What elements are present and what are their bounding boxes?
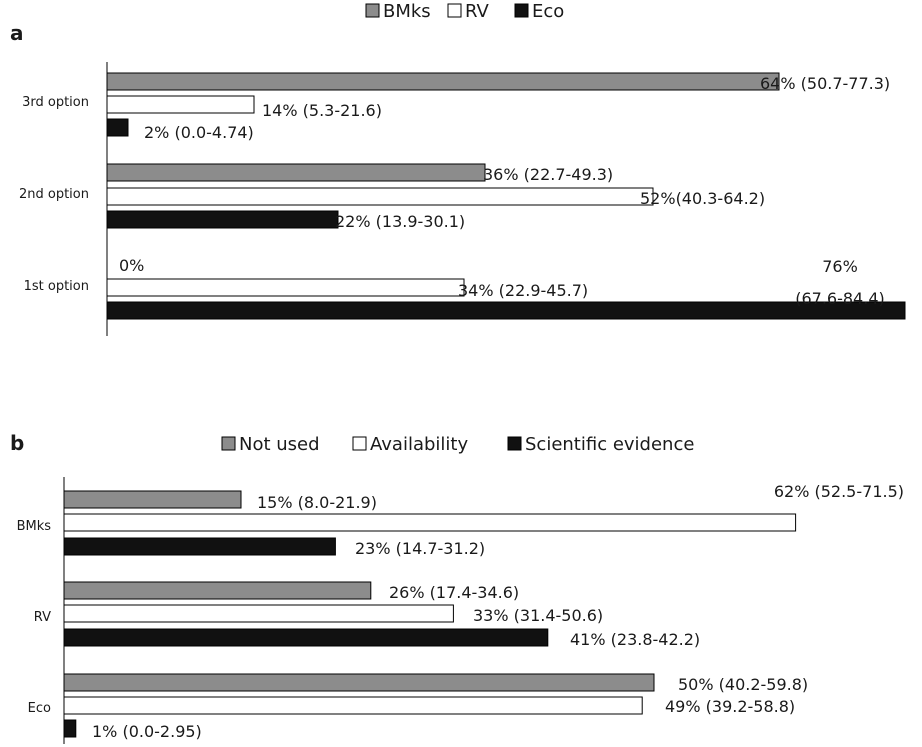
- data-label-3rd-option-eco: 2% (0.0-4.74): [144, 123, 254, 142]
- legend-swatch-rv: [447, 3, 462, 18]
- legend-swatch-bmks: [365, 3, 380, 18]
- bar-3rd-option-bmks: [106, 72, 780, 91]
- data-labels-b: 15% (8.0-21.9) 62% (52.5-71.5) 23% (14.7-3…: [92, 482, 904, 741]
- bar-eco-not-used: [63, 673, 655, 692]
- data-label-eco-not-used: 50% (40.2-59.8): [678, 675, 808, 694]
- data-label-1st-option-eco: 76%: [822, 257, 858, 276]
- data-label-rv-scientific-evidence: 41% (23.8-42.2): [570, 630, 700, 649]
- bar-eco-scientific-evidence: [63, 719, 77, 738]
- bar-bmks-not-used: [63, 490, 242, 509]
- data-label-rv-not-used: 26% (17.4-34.6): [389, 583, 519, 602]
- legend-swatch-not-used: [221, 436, 236, 451]
- legend-swatch-scientific-evidence: [507, 436, 522, 451]
- data-label-3rd-option-rv: 14% (5.3-21.6): [262, 101, 382, 120]
- data-label-eco-scientific-evidence: 1% (0.0-2.95): [92, 722, 202, 741]
- category-label-rv: RV: [34, 610, 51, 625]
- legend-swatch-availability: [352, 436, 367, 451]
- data-label-bmks-scientific-evidence: 23% (14.7-31.2): [355, 539, 485, 558]
- bar-rv-availability: [63, 604, 454, 623]
- data-label-eco-availability: 49% (39.2-58.8): [665, 697, 795, 716]
- bar-rv-scientific-evidence: [63, 628, 549, 647]
- category-label-3rd-option: 3rd option: [22, 95, 89, 110]
- legend-label-eco: Eco: [532, 1, 564, 22]
- categories-b: BMks RV Eco: [17, 519, 52, 716]
- data-labels-a: 64% (50.7-77.3) 14% (5.3-21.6) 2% (0.0-4.7…: [119, 74, 890, 308]
- legend-swatch-eco: [514, 3, 529, 18]
- legend-label-not-used: Not used: [239, 434, 320, 455]
- bar-bmks-availability: [63, 513, 797, 532]
- bar-2nd-option-rv: [106, 187, 654, 206]
- data-label-1st-option-bmks: 0%: [119, 256, 144, 275]
- data-label-2nd-option-eco: 22% (13.9-30.1): [335, 212, 465, 231]
- legend-label-rv: RV: [465, 1, 490, 22]
- bar-2nd-option-bmks: [106, 163, 486, 182]
- bar-3rd-option-eco: [106, 118, 129, 137]
- legend-b: Not used Availability Scientific evidence: [221, 434, 694, 455]
- categories-a: 3rd option 2nd option 1st option: [19, 95, 89, 294]
- panel-a-letter: a: [10, 21, 24, 45]
- category-label-bmks: BMks: [17, 519, 52, 534]
- panel-a: a BMks RV Eco 3rd option 2nd option 1st opti…: [10, 1, 906, 336]
- panel-b: b Not used Availability Scientific evidenc…: [10, 431, 904, 744]
- bar-3rd-option-rv: [106, 95, 255, 114]
- bar-rv-not-used: [63, 581, 372, 600]
- bar-eco-availability: [63, 696, 643, 715]
- bars-a: [106, 72, 906, 320]
- data-label-2nd-option-bmks: 36% (22.7-49.3): [483, 165, 613, 184]
- bar-1st-option-eco: [106, 301, 906, 320]
- category-label-2nd-option: 2nd option: [19, 187, 89, 202]
- data-label-1st-option-rv: 34% (22.9-45.7): [458, 281, 588, 300]
- category-label-eco: Eco: [28, 701, 51, 716]
- data-label-2nd-option-rv: 52%(40.3-64.2): [640, 189, 765, 208]
- data-label-1st-option-eco-range: (67.6-84.4): [795, 289, 885, 308]
- data-label-3rd-option-bmks: 64% (50.7-77.3): [760, 74, 890, 93]
- data-label-rv-availability: 33% (31.4-50.6): [473, 606, 603, 625]
- data-label-bmks-not-used: 15% (8.0-21.9): [257, 493, 377, 512]
- legend-a: BMks RV Eco: [365, 1, 564, 22]
- category-label-1st-option: 1st option: [24, 279, 89, 294]
- legend-label-availability: Availability: [370, 434, 468, 455]
- legend-label-bmks: BMks: [383, 1, 431, 22]
- legend-label-scientific-evidence: Scientific evidence: [525, 434, 694, 455]
- bars-b: [63, 490, 797, 738]
- panel-b-letter: b: [10, 431, 24, 455]
- bar-1st-option-rv: [106, 278, 465, 297]
- bar-bmks-scientific-evidence: [63, 537, 336, 556]
- bar-2nd-option-eco: [106, 210, 339, 229]
- data-label-bmks-availability: 62% (52.5-71.5): [774, 482, 904, 501]
